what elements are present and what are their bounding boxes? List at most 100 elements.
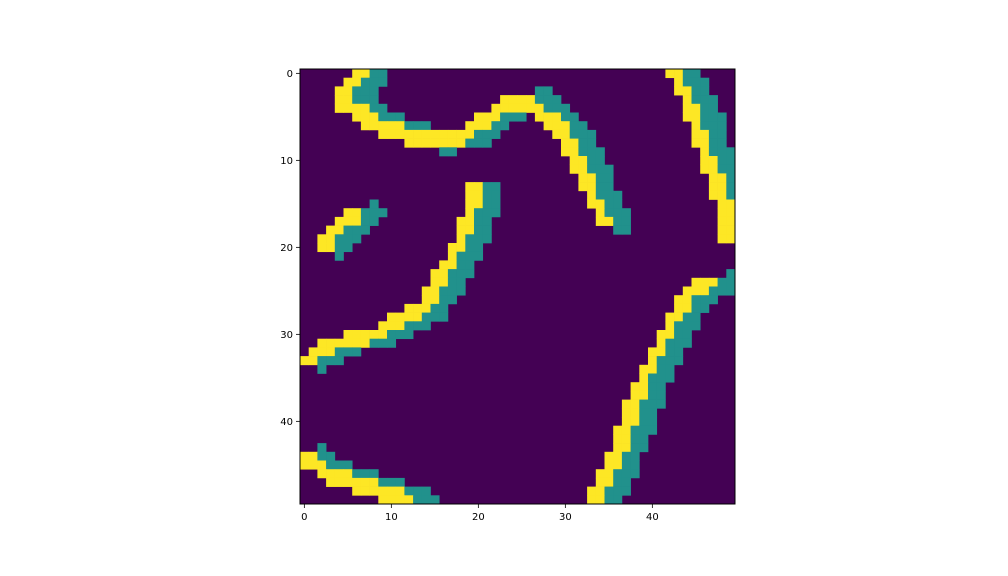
x-tick-label: 40: [646, 512, 659, 523]
heatmap-cell: [317, 243, 327, 253]
heatmap-cell: [343, 103, 353, 113]
heatmap-cell: [708, 286, 718, 296]
heatmap-cell: [552, 129, 562, 139]
heatmap-cell: [317, 364, 327, 374]
heatmap-cell: [674, 295, 684, 305]
heatmap-cell: [700, 164, 710, 174]
heatmap-cell: [413, 486, 423, 496]
heatmap-cell: [430, 277, 440, 287]
heatmap-cell: [447, 277, 457, 287]
heatmap-cell: [334, 86, 344, 96]
heatmap-cell: [717, 121, 727, 131]
heatmap-cell: [578, 129, 588, 139]
heatmap-cell: [621, 408, 631, 418]
heatmap-cell: [552, 112, 562, 122]
heatmap-cell: [639, 434, 649, 444]
heatmap-cell: [491, 182, 501, 192]
heatmap-cell: [343, 347, 353, 357]
heatmap-cell: [700, 86, 710, 96]
heatmap-cell: [360, 216, 370, 226]
heatmap-cell: [378, 330, 388, 340]
heatmap-cell: [621, 486, 631, 496]
heatmap-cell: [308, 347, 318, 357]
heatmap-cell: [682, 303, 692, 313]
heatmap-cell: [378, 477, 388, 487]
heatmap-cell: [665, 321, 675, 331]
heatmap-cell: [665, 373, 675, 383]
heatmap-cell: [717, 208, 727, 218]
heatmap-cell: [595, 182, 605, 192]
heatmap-cell: [665, 364, 675, 374]
heatmap-cell: [569, 112, 579, 122]
heatmap-cell: [604, 190, 614, 200]
heatmap-cell: [630, 460, 640, 470]
heatmap-cell: [300, 460, 310, 470]
heatmap-cell: [404, 138, 414, 148]
heatmap-cell: [717, 164, 727, 174]
heatmap-cell: [595, 173, 605, 183]
heatmap-cell: [595, 190, 605, 200]
heatmap-cell: [630, 451, 640, 461]
heatmap-cell: [639, 364, 649, 374]
heatmap-cell: [352, 103, 362, 113]
heatmap-cell: [726, 190, 736, 200]
heatmap-cell: [630, 434, 640, 444]
heatmap-cell: [352, 77, 362, 87]
heatmap-cell: [378, 338, 388, 348]
heatmap-cell: [447, 243, 457, 253]
heatmap-cell: [413, 121, 423, 131]
heatmap-cell: [621, 417, 631, 427]
heatmap-cell: [430, 295, 440, 305]
heatmap-cell: [708, 138, 718, 148]
heatmap-cell: [569, 156, 579, 166]
heatmap-cell: [691, 295, 701, 305]
heatmap-cell: [474, 121, 484, 131]
y-tick-label: 10: [280, 156, 293, 167]
heatmap-cell: [447, 129, 457, 139]
heatmap-cell: [360, 469, 370, 479]
x-tick-label: 20: [472, 512, 485, 523]
heatmap-cell: [317, 443, 327, 453]
heatmap-cell: [387, 112, 397, 122]
y-axis-ticks: 0 10 20 30 40: [280, 69, 300, 428]
heatmap-cell: [578, 156, 588, 166]
heatmap-cell: [595, 216, 605, 226]
heatmap-cell: [465, 269, 475, 279]
heatmap-cell: [726, 269, 736, 279]
heatmap-cell: [717, 234, 727, 244]
y-tick-label: 40: [280, 417, 293, 428]
heatmap-cell: [561, 112, 571, 122]
heatmap-cell: [717, 190, 727, 200]
heatmap-cell: [691, 277, 701, 287]
heatmap-cell: [717, 225, 727, 235]
heatmap-cell: [648, 408, 658, 418]
heatmap-cell: [334, 95, 344, 105]
heatmap-cell: [674, 321, 684, 331]
heatmap-cell: [595, 147, 605, 157]
heatmap-cell: [456, 269, 466, 279]
heatmap-cell: [326, 356, 336, 366]
heatmap-cell: [682, 95, 692, 105]
heatmap-cell: [656, 347, 666, 357]
heatmap-cell: [561, 103, 571, 113]
heatmap-cell: [369, 216, 379, 226]
heatmap-cell: [656, 373, 666, 383]
heatmap-cell: [691, 138, 701, 148]
heatmap-cell: [578, 164, 588, 174]
heatmap-cell: [630, 390, 640, 400]
heatmap-cell: [352, 486, 362, 496]
heatmap-cell: [465, 182, 475, 192]
heatmap-cell: [482, 121, 492, 131]
heatmap-cell: [682, 86, 692, 96]
heatmap-cell: [360, 486, 370, 496]
heatmap-cell: [387, 129, 397, 139]
heatmap-cell: [456, 129, 466, 139]
heatmap-cell: [621, 225, 631, 235]
heatmap-cell: [708, 173, 718, 183]
heatmap-cell: [352, 347, 362, 357]
heatmap-cell: [595, 156, 605, 166]
heatmap-cell: [526, 95, 536, 105]
heatmap-cell: [630, 408, 640, 418]
heatmap-cell: [474, 243, 484, 253]
heatmap-cell: [395, 121, 405, 131]
